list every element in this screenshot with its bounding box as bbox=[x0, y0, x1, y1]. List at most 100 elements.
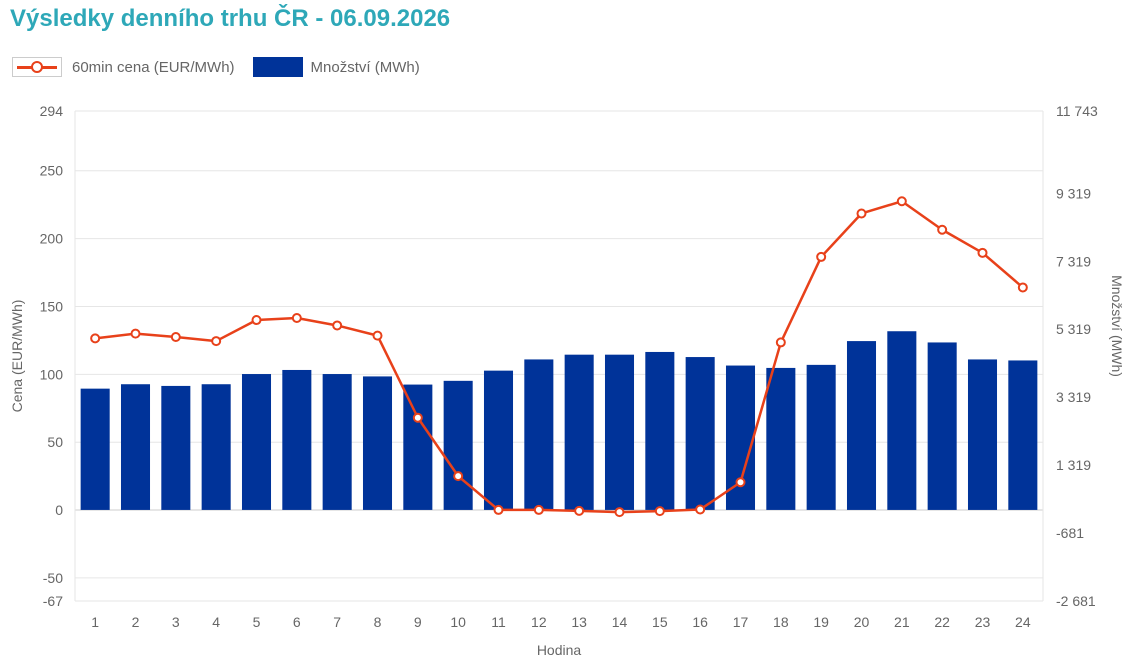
volume-bar bbox=[443, 380, 473, 510]
volume-bar bbox=[282, 369, 312, 510]
x-tick-label: 4 bbox=[212, 614, 220, 630]
price-point bbox=[1017, 282, 1028, 293]
price-point bbox=[170, 331, 181, 342]
y-right-tick-label: 3 319 bbox=[1056, 389, 1091, 405]
price-point bbox=[332, 320, 343, 331]
legend-price-symbol bbox=[12, 57, 62, 77]
x-tick-label: 19 bbox=[813, 614, 829, 630]
price-point bbox=[291, 312, 302, 323]
volume-bar bbox=[362, 376, 393, 510]
x-tick-label: 5 bbox=[253, 614, 261, 630]
price-point bbox=[372, 330, 383, 341]
x-tick-label: 12 bbox=[531, 614, 547, 630]
price-point bbox=[412, 412, 423, 423]
x-tick-label: 24 bbox=[1015, 614, 1031, 630]
volume-bar bbox=[766, 367, 796, 510]
price-point bbox=[614, 507, 625, 518]
legend-item-price[interactable]: 60min cena (EUR/MWh) bbox=[12, 57, 235, 77]
x-tick-label: 2 bbox=[132, 614, 140, 630]
volume-bar bbox=[322, 374, 352, 510]
price-point bbox=[937, 224, 948, 235]
price-point bbox=[856, 208, 867, 219]
x-tick-label: 18 bbox=[773, 614, 789, 630]
y-left-tick-label: -67 bbox=[43, 593, 63, 609]
price-point bbox=[493, 504, 504, 515]
legend-volume-symbol bbox=[252, 57, 303, 77]
x-tick-label: 7 bbox=[333, 614, 341, 630]
x-axis-title: Hodina bbox=[537, 642, 582, 658]
x-tick-label: 8 bbox=[374, 614, 382, 630]
x-tick-label: 10 bbox=[450, 614, 466, 630]
legend-item-volume[interactable]: Množství (MWh) bbox=[252, 57, 420, 77]
x-tick-label: 9 bbox=[414, 614, 422, 630]
volume-bar bbox=[483, 370, 514, 510]
x-tick-label: 21 bbox=[894, 614, 910, 630]
volume-bar bbox=[161, 385, 191, 510]
volume-bar bbox=[80, 388, 110, 510]
price-point bbox=[735, 477, 746, 488]
x-tick-label: 14 bbox=[612, 614, 628, 630]
volume-bar bbox=[201, 384, 231, 510]
y-left-tick-label: -50 bbox=[43, 570, 63, 586]
price-point bbox=[977, 247, 988, 258]
price-point bbox=[453, 471, 464, 482]
y-left-tick-label: 150 bbox=[40, 298, 64, 314]
x-tick-label: 6 bbox=[293, 614, 301, 630]
x-tick-label: 20 bbox=[854, 614, 870, 630]
volume-bar bbox=[1008, 360, 1038, 510]
y-left-tick-label: 200 bbox=[40, 231, 64, 247]
legend-price-marker bbox=[31, 61, 43, 73]
y-right-tick-label: 1 319 bbox=[1056, 457, 1091, 473]
y-right-tick-label: 11 743 bbox=[1056, 103, 1098, 119]
x-tick-label: 23 bbox=[975, 614, 991, 630]
volume-bar bbox=[604, 354, 635, 510]
y-right-axis-title: Množství (MWh) bbox=[1109, 275, 1125, 377]
volume-bar bbox=[120, 384, 151, 510]
volume-bar bbox=[524, 359, 554, 510]
legend-volume-label: Množství (MWh) bbox=[310, 58, 420, 76]
x-tick-label: 11 bbox=[491, 614, 506, 630]
y-right-tick-label: 5 319 bbox=[1056, 321, 1091, 337]
y-left-tick-label: 250 bbox=[40, 163, 64, 179]
x-tick-label: 17 bbox=[733, 614, 749, 630]
price-point bbox=[90, 333, 101, 344]
price-point bbox=[816, 251, 827, 262]
y-left-axis-title: Cena (EUR/MWh) bbox=[9, 300, 25, 413]
price-point bbox=[251, 315, 262, 326]
legend: 60min cena (EUR/MWh) Množství (MWh) bbox=[12, 54, 438, 80]
volume-bar bbox=[806, 364, 836, 510]
x-tick-label: 15 bbox=[652, 614, 668, 630]
volume-bar bbox=[967, 359, 998, 510]
price-point bbox=[211, 336, 222, 347]
volume-bar bbox=[927, 342, 957, 510]
price-point bbox=[130, 328, 141, 339]
volume-bar bbox=[564, 354, 594, 510]
price-point bbox=[533, 504, 544, 515]
x-tick-label: 22 bbox=[934, 614, 950, 630]
y-right-tick-label: 9 319 bbox=[1056, 185, 1091, 201]
x-tick-label: 13 bbox=[571, 614, 587, 630]
y-left-tick-label: 0 bbox=[55, 502, 63, 518]
chart-title: Výsledky denního trhu ČR - 06.09.2026 bbox=[10, 5, 451, 32]
price-point bbox=[574, 505, 585, 516]
volume-bar bbox=[403, 384, 433, 510]
y-right-tick-label: -2 681 bbox=[1056, 593, 1096, 609]
volume-bar bbox=[846, 341, 877, 510]
x-tick-label: 16 bbox=[692, 614, 708, 630]
price-point bbox=[775, 337, 786, 348]
y-left-tick-label: 100 bbox=[40, 366, 64, 382]
y-left-tick-label: 294 bbox=[40, 103, 64, 119]
x-tick-label: 1 bbox=[91, 614, 99, 630]
price-point bbox=[654, 506, 665, 517]
y-left-tick-label: 50 bbox=[47, 434, 63, 450]
price-point bbox=[896, 196, 907, 207]
price-line bbox=[95, 200, 1024, 514]
y-right-tick-label: -681 bbox=[1056, 525, 1084, 541]
volume-bar bbox=[241, 374, 272, 510]
volume-bar bbox=[645, 351, 675, 510]
legend-price-label: 60min cena (EUR/MWh) bbox=[72, 58, 235, 76]
y-right-tick-label: 7 319 bbox=[1056, 253, 1091, 269]
price-point bbox=[695, 504, 706, 515]
volume-bar bbox=[887, 331, 917, 510]
